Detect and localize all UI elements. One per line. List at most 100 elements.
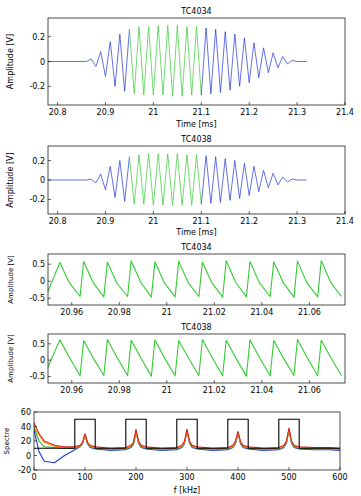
series-line xyxy=(48,261,341,297)
x-tick-label: 21.4 xyxy=(336,108,354,117)
series-line xyxy=(129,154,201,205)
panel: 20.9620.982121.0221.0421.06-0.500.5TC403… xyxy=(7,243,345,317)
x-tick-label: 21.3 xyxy=(288,217,306,226)
series-line xyxy=(48,29,129,91)
x-tick xyxy=(238,467,239,470)
data-area xyxy=(34,419,340,463)
series-line xyxy=(34,423,340,448)
panel: 20.9620.982121.0221.0421.06-0.500.5TC403… xyxy=(7,323,345,395)
x-tick-label: 600 xyxy=(332,473,347,482)
x-tick-label: 500 xyxy=(281,473,296,482)
y-tick xyxy=(48,180,51,181)
x-tick xyxy=(187,467,188,470)
y-axis-label: Amplitude [V] xyxy=(6,34,15,89)
data-area xyxy=(48,261,341,297)
x-tick xyxy=(119,380,120,383)
y-tick xyxy=(48,264,51,265)
x-tick xyxy=(57,102,58,105)
x-tick xyxy=(297,211,298,214)
x-tick xyxy=(261,380,262,383)
x-tick xyxy=(289,467,290,470)
chart-title: TC4038 xyxy=(180,323,211,332)
x-tick xyxy=(201,102,202,105)
x-tick xyxy=(105,102,106,105)
x-tick-label: 20.8 xyxy=(49,108,67,117)
x-tick xyxy=(85,467,86,470)
x-axis-label: Time [ms] xyxy=(175,120,216,129)
x-tick-label: 200 xyxy=(128,473,143,482)
y-tick xyxy=(34,426,37,427)
y-tick-label: 20 xyxy=(21,437,31,446)
y-tick xyxy=(48,199,51,200)
y-axis-label: Amplitude [V] xyxy=(7,334,15,383)
y-axis-label: Amplitude [V] xyxy=(7,255,15,304)
series-line xyxy=(129,25,201,96)
x-tick xyxy=(201,211,202,214)
x-tick xyxy=(249,102,250,105)
y-tick xyxy=(34,455,37,456)
x-tick-label: 21 xyxy=(148,108,158,117)
plot-frame xyxy=(48,18,345,105)
x-axis-label: f [kHz] xyxy=(174,486,200,495)
x-tick xyxy=(309,302,310,305)
series-line xyxy=(48,340,341,377)
panel: 0100200300400500600-200204060f [kHz]Spec… xyxy=(3,408,348,495)
y-tick xyxy=(48,360,51,361)
x-tick xyxy=(34,467,35,470)
y-tick xyxy=(48,160,51,161)
x-tick-label: 20.96 xyxy=(60,308,83,317)
x-tick-label: 21.04 xyxy=(250,386,273,395)
y-tick-label: 40 xyxy=(21,423,31,432)
series-line xyxy=(48,157,129,202)
y-tick-label: 0.2 xyxy=(32,157,45,166)
y-tick-label: 0.5 xyxy=(32,260,45,269)
plot-frame xyxy=(34,412,340,470)
x-tick xyxy=(214,302,215,305)
x-tick xyxy=(309,380,310,383)
y-tick-label: -0.5 xyxy=(29,294,45,303)
x-tick xyxy=(249,211,250,214)
x-tick xyxy=(340,467,341,470)
x-tick xyxy=(71,302,72,305)
x-tick xyxy=(71,380,72,383)
y-tick-label: -20 xyxy=(18,466,31,475)
figure: 20.820.92121.121.221.321.4-0.200.2TC4034… xyxy=(0,0,361,496)
chart-title: TC4034 xyxy=(180,7,211,16)
y-tick-label: 0 xyxy=(40,58,45,67)
x-tick-label: 21.06 xyxy=(298,386,321,395)
y-axis-label: Amplitude [V] xyxy=(6,152,15,207)
y-tick xyxy=(48,36,51,37)
x-tick-label: 21.1 xyxy=(192,217,210,226)
x-tick xyxy=(345,211,346,214)
data-area xyxy=(48,25,307,96)
x-tick-label: 21.02 xyxy=(203,386,226,395)
x-tick-label: 21 xyxy=(162,308,172,317)
y-tick-label: -0.2 xyxy=(29,195,45,204)
x-tick-label: 21.1 xyxy=(192,108,210,117)
x-tick-label: 300 xyxy=(179,473,194,482)
plot-frame xyxy=(48,334,345,383)
y-tick xyxy=(48,86,51,87)
x-tick-label: 100 xyxy=(77,473,92,482)
series-line xyxy=(201,156,306,205)
panel: 20.820.92121.121.221.321.4-0.200.2TC4034… xyxy=(6,7,354,129)
x-tick xyxy=(345,102,346,105)
x-tick-label: 20.98 xyxy=(108,386,131,395)
data-area xyxy=(48,340,341,377)
x-tick-label: 0 xyxy=(31,473,36,482)
x-tick-label: 21.4 xyxy=(336,217,354,226)
x-tick-label: 20.9 xyxy=(97,217,115,226)
y-tick-label: -0.2 xyxy=(29,82,45,91)
x-tick-label: 21.3 xyxy=(288,108,306,117)
x-tick xyxy=(297,102,298,105)
x-tick-label: 20.8 xyxy=(49,217,67,226)
y-tick xyxy=(48,281,51,282)
y-tick-label: 0 xyxy=(26,452,31,461)
y-tick xyxy=(34,441,37,442)
x-tick-label: 21 xyxy=(162,386,172,395)
x-tick-label: 20.9 xyxy=(97,108,115,117)
x-tick-label: 21.06 xyxy=(298,308,321,317)
y-tick-label: 60 xyxy=(21,408,31,417)
panel: 20.820.92121.121.221.321.4-0.200.2TC4038… xyxy=(6,135,354,237)
x-tick-label: 21.02 xyxy=(203,308,226,317)
